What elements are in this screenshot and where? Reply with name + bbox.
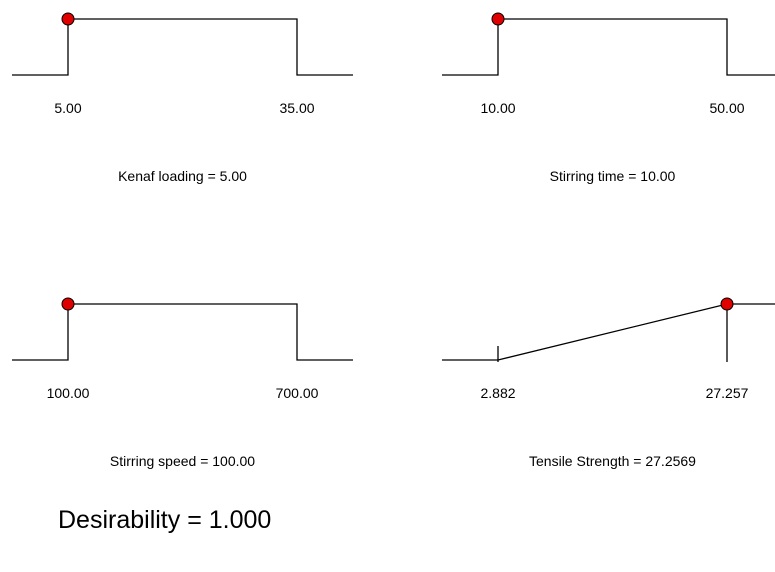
caption: Stirring speed = 100.00 xyxy=(109,453,256,469)
panel-stirring-speed: 100.00 700.00 Stirring speed = 100.00 xyxy=(0,285,360,485)
desirability-ramp-line xyxy=(12,303,353,361)
desirability-ramp-line xyxy=(442,18,775,76)
low-tick-label: 5.00 xyxy=(54,100,82,116)
desirability-ramp-line xyxy=(442,303,775,361)
low-tick-label: 10.00 xyxy=(480,100,516,116)
high-tick-label: 700.00 xyxy=(275,385,319,401)
panel-stirring-time: 10.00 50.00 Stirring time = 10.00 xyxy=(430,0,775,200)
panel-kenaf-loading: 5.00 35.00 Kenaf loading = 5.00 xyxy=(0,0,360,200)
current-value-marker xyxy=(491,12,505,26)
current-value-marker xyxy=(720,297,734,311)
caption: Stirring time = 10.00 xyxy=(549,168,676,184)
desirability-ramp-line xyxy=(12,18,353,76)
desirability-label: Desirability = 1.000 xyxy=(58,506,272,534)
current-value-marker xyxy=(61,12,75,26)
low-tick-label: 2.882 xyxy=(480,385,516,401)
ramp-plot xyxy=(442,12,775,76)
high-tick-label: 27.257 xyxy=(705,385,749,401)
panel-tensile-strength: 2.882 27.257 Tensile Strength = 27.2569 xyxy=(430,285,775,485)
caption: Kenaf loading = 5.00 xyxy=(118,168,247,184)
high-tick-label: 50.00 xyxy=(709,100,745,116)
caption: Tensile Strength = 27.2569 xyxy=(529,453,696,469)
current-value-marker xyxy=(61,297,75,311)
ramp-plot xyxy=(442,297,775,362)
ramp-plot xyxy=(12,12,353,76)
low-tick-label: 100.00 xyxy=(46,385,90,401)
ramp-plot xyxy=(12,297,353,361)
high-tick-label: 35.00 xyxy=(279,100,315,116)
